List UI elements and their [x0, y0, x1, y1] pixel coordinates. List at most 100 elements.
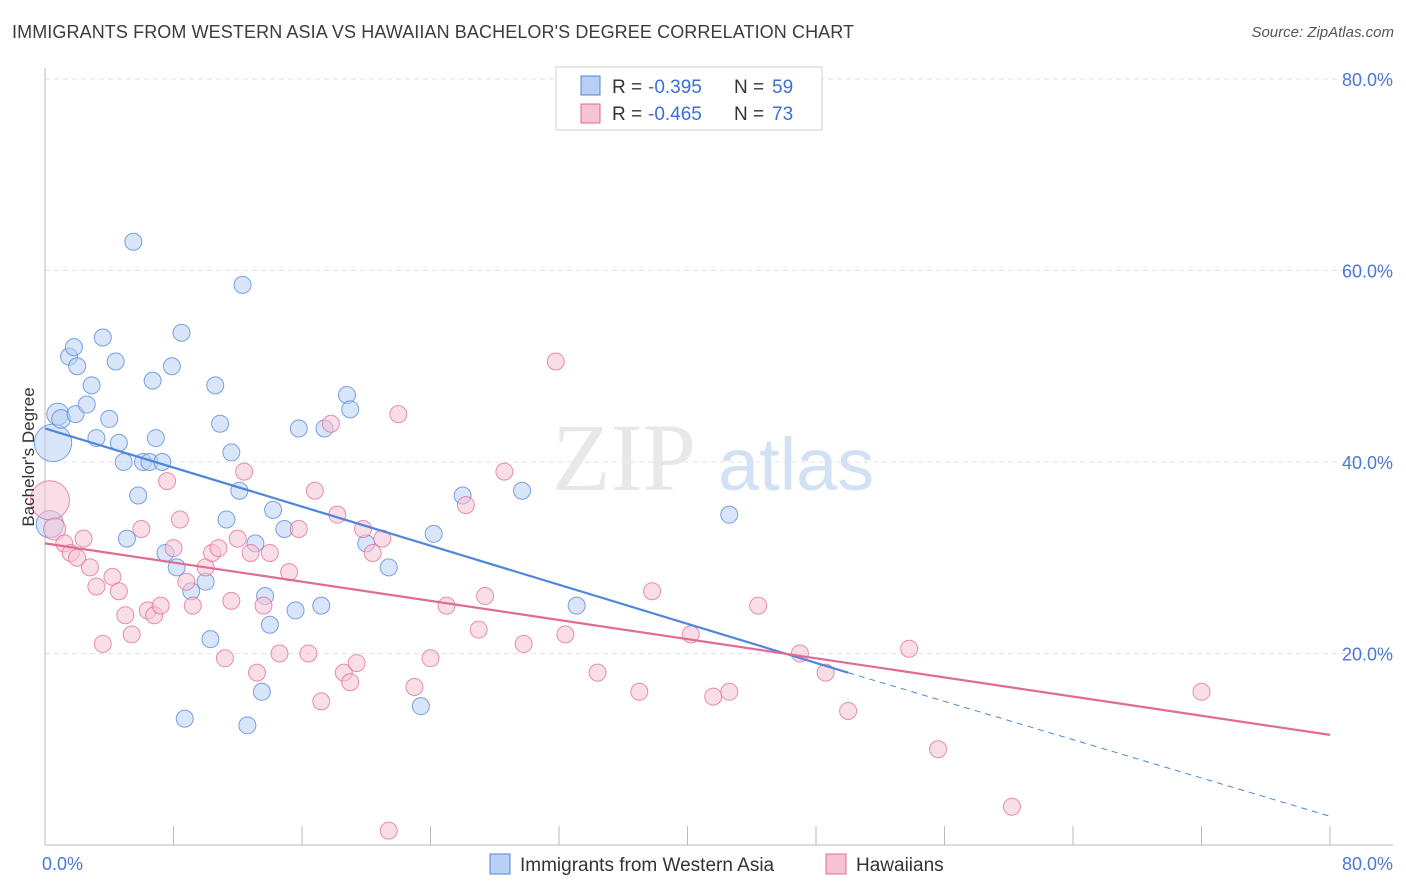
point-western-asia: [252, 682, 271, 701]
point-western-asia: [93, 328, 112, 347]
point-hawaiians: [80, 558, 99, 577]
point-hawaiians: [704, 687, 723, 706]
trend-line-hawaiians: [44, 542, 1331, 736]
point-hawaiians: [720, 682, 739, 701]
point-western-asia: [82, 376, 101, 395]
trend-lines: [44, 427, 1331, 817]
bottom-legend-swatch-pink: [825, 853, 847, 875]
trend-line-western-asia-extension: [847, 672, 1331, 817]
point-hawaiians: [363, 543, 382, 562]
chart-title: IMMIGRANTS FROM WESTERN ASIA VS HAWAIIAN…: [12, 22, 855, 42]
point-hawaiians: [816, 663, 835, 682]
point-hawaiians: [405, 678, 424, 697]
watermark-atlas: atlas: [718, 423, 874, 506]
watermark-zip: ZIP: [552, 404, 696, 511]
x-tick-label-max: 80.0%: [1342, 854, 1393, 874]
point-hawaiians: [643, 582, 662, 601]
point-hawaiians: [299, 644, 318, 663]
point-western-asia: [289, 419, 308, 438]
point-hawaiians: [469, 620, 488, 639]
point-hawaiians: [556, 625, 575, 644]
point-hawaiians: [476, 587, 495, 606]
x-tick-label-min: 0.0%: [42, 854, 83, 874]
point-hawaiians: [749, 596, 768, 615]
legend-n-label-blue: N =: [734, 77, 764, 98]
point-hawaiians: [209, 539, 228, 558]
point-western-asia: [114, 453, 133, 471]
point-western-asia: [162, 357, 181, 376]
data-points: [29, 232, 1211, 840]
point-hawaiians: [514, 634, 533, 653]
bottom-legend-label-blue: Immigrants from Western Asia: [520, 855, 775, 876]
point-hawaiians: [43, 517, 67, 541]
point-western-asia: [100, 409, 119, 428]
bottom-legend: Immigrants from Western Asia Hawaiians: [489, 853, 944, 876]
point-hawaiians: [228, 529, 247, 548]
point-hawaiians: [379, 821, 398, 840]
point-hawaiians: [437, 596, 456, 615]
legend-n-value-blue: 59: [772, 77, 793, 98]
legend-n-label-pink: N =: [734, 104, 764, 125]
point-hawaiians: [389, 405, 408, 424]
trend-line-western-asia: [44, 427, 849, 674]
point-western-asia: [238, 716, 257, 735]
point-hawaiians: [588, 663, 607, 682]
point-western-asia: [64, 338, 83, 357]
point-western-asia: [341, 400, 360, 419]
point-hawaiians: [929, 740, 948, 759]
legend-swatch-pink: [580, 103, 601, 124]
point-hawaiians: [630, 682, 649, 701]
point-hawaiians: [312, 692, 331, 711]
point-hawaiians: [456, 496, 475, 515]
point-western-asia: [217, 510, 236, 529]
point-western-asia: [129, 486, 148, 505]
point-hawaiians: [421, 649, 440, 668]
y-tick-label-40: 40.0%: [1342, 453, 1393, 473]
point-hawaiians: [164, 539, 183, 558]
point-hawaiians: [321, 414, 340, 433]
x-tick-labels: 0.0% 80.0%: [42, 854, 1393, 874]
point-hawaiians: [122, 625, 141, 644]
point-hawaiians: [1002, 797, 1021, 816]
point-western-asia: [201, 630, 220, 649]
point-hawaiians: [158, 472, 177, 491]
point-western-asia: [567, 596, 586, 615]
point-western-asia: [312, 596, 331, 615]
point-hawaiians: [177, 572, 196, 591]
legend-r-label-pink: R =: [612, 104, 642, 125]
point-western-asia: [720, 505, 739, 524]
point-western-asia: [379, 558, 398, 577]
point-hawaiians: [87, 577, 106, 596]
point-western-asia: [233, 275, 252, 294]
point-western-asia: [106, 352, 125, 371]
point-hawaiians: [839, 701, 858, 720]
bottom-legend-swatch-blue: [489, 853, 511, 875]
y-tick-label-20: 20.0%: [1342, 645, 1393, 665]
point-hawaiians: [183, 596, 202, 615]
point-hawaiians: [241, 543, 260, 562]
y-tick-label-60: 60.0%: [1342, 262, 1393, 282]
point-hawaiians: [1192, 682, 1211, 701]
point-hawaiians: [170, 510, 189, 529]
point-hawaiians: [248, 663, 267, 682]
point-hawaiians: [132, 520, 151, 539]
point-western-asia: [175, 709, 194, 728]
point-western-asia: [286, 601, 305, 620]
point-western-asia: [206, 376, 225, 395]
legend-n-value-pink: 73: [772, 104, 793, 125]
y-tick-label-80: 80.0%: [1342, 70, 1393, 90]
point-western-asia: [33, 423, 73, 463]
point-hawaiians: [222, 591, 241, 610]
y-tick-labels: 20.0% 40.0% 60.0% 80.0%: [1342, 70, 1393, 665]
point-western-asia: [260, 615, 279, 634]
y-axis-label: Bachelor's Degree: [19, 387, 38, 526]
point-western-asia: [424, 524, 443, 543]
watermark: ZIP atlas: [552, 404, 874, 511]
point-hawaiians: [235, 462, 254, 481]
point-hawaiians: [109, 582, 128, 601]
point-hawaiians: [546, 352, 565, 371]
legend-r-value-pink: -0.465: [648, 104, 702, 125]
point-western-asia: [68, 357, 87, 376]
point-hawaiians: [74, 529, 93, 548]
